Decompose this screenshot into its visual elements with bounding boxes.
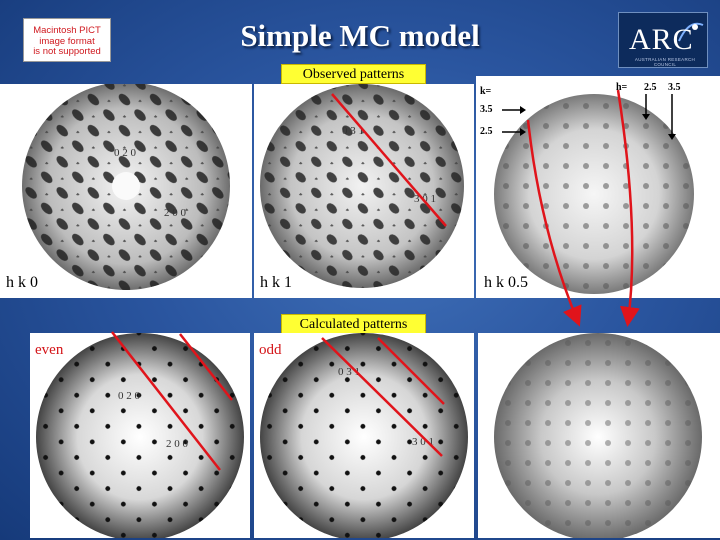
arrow-icon (616, 89, 640, 327)
arc-logo: ARC AUSTRALIAN RESEARCH COUNCIL (618, 12, 708, 68)
h-value: 3.5 (668, 82, 681, 93)
annotation-line (377, 337, 445, 405)
observed-pattern-hk1: 0 3 1 3 0 1 h k 1 (254, 84, 474, 298)
diffraction-pattern-image: 0 3 1 3 0 1 (260, 84, 464, 288)
calculated-pattern-odd: 0 3 1 3 0 1 (254, 333, 474, 538)
logo-text: ARC (629, 23, 694, 56)
odd-label: odd (259, 342, 282, 358)
pattern-index-label: h k 1 (260, 274, 292, 291)
annotation-line (179, 333, 233, 401)
unsupported-image-placeholder: Macintosh PICT image format is not suppo… (23, 18, 111, 62)
placeholder-line-3: is not supported (33, 46, 101, 57)
logo-subtext: AUSTRALIAN RESEARCH COUNCIL (634, 57, 696, 67)
k-value: 3.5 (480, 104, 493, 115)
diffraction-pattern-image: 0 2 0 2 0 0 (36, 333, 244, 538)
spot-label: 0 3 1 (342, 125, 364, 137)
spot-label: 0 2 0 (118, 390, 141, 402)
spot-label: 0 2 0 (114, 147, 137, 159)
k-value: 2.5 (480, 126, 493, 137)
placeholder-line-2: image format (39, 35, 95, 47)
calculated-pattern-even: 0 2 0 2 0 0 (30, 333, 250, 538)
arrow-icon (520, 106, 526, 114)
spot-label: 3 0 1 (412, 436, 434, 448)
logo-swirl-icon (678, 22, 704, 42)
arrow-icon (526, 119, 582, 327)
placeholder-line-1: Macintosh PICT (33, 25, 101, 36)
observed-pattern-hk0: 0 2 0 2 0 0 h k 0 (0, 84, 252, 298)
arrow-icon (668, 134, 676, 140)
pattern-index-label: h k 0.5 (484, 274, 528, 291)
slide-title: Simple MC model (240, 18, 480, 53)
even-label: even (35, 342, 64, 358)
calculated-pattern-hk05 (478, 333, 720, 538)
pattern-index-label: h k 0 (6, 274, 38, 291)
arrow-icon (520, 128, 526, 136)
diffraction-pattern-image: 0 3 1 3 0 1 (260, 333, 468, 538)
spot-label: 2 0 0 (164, 207, 187, 219)
h-value: 2.5 (644, 82, 657, 93)
annotation-line (331, 93, 447, 227)
arrow-icon (642, 114, 650, 120)
observed-patterns-label: Observed patterns (281, 64, 426, 84)
spot-label: 2 0 0 (166, 438, 189, 450)
diffraction-pattern-image (494, 333, 702, 538)
h-axis-label: h= (616, 82, 628, 93)
diffraction-pattern-image: 0 2 0 2 0 0 (22, 84, 230, 290)
annotation-line (321, 337, 443, 457)
diffraction-pattern-image: k= 3.5 2.5 h= 2.5 3.5 (480, 82, 694, 294)
observed-pattern-hk05: k= 3.5 2.5 h= 2.5 3.5 h k 0.5 (476, 76, 720, 298)
annotation-line (111, 331, 221, 471)
k-axis-label: k= (480, 86, 492, 97)
